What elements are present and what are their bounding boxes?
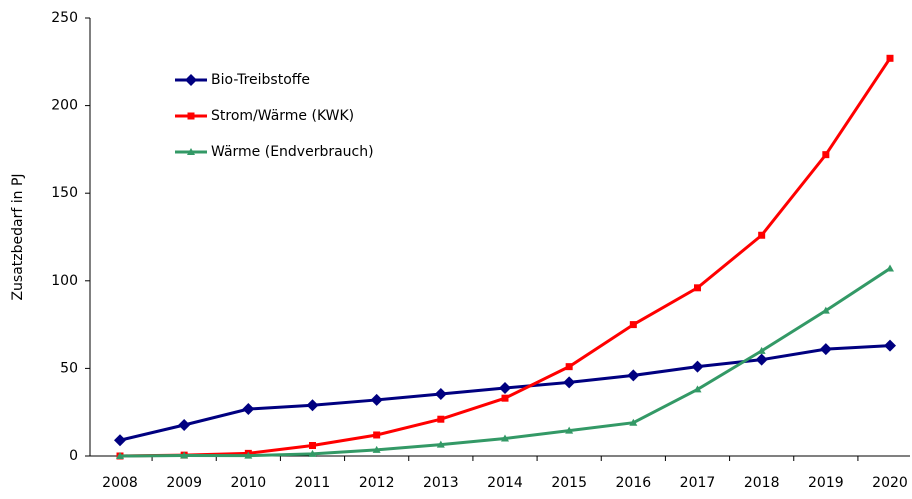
- x-tick-label: 2009: [166, 475, 202, 491]
- data-point: [693, 385, 702, 393]
- y-tick-label: 50: [60, 360, 78, 376]
- x-tick-label: 2020: [872, 475, 908, 491]
- data-point: [691, 360, 704, 373]
- x-tick-label: 2014: [487, 475, 523, 491]
- data-point: [886, 264, 894, 272]
- legend-marker: [187, 112, 195, 120]
- legend-marker: [185, 74, 197, 86]
- data-point: [306, 399, 319, 412]
- y-tick-label: 100: [51, 273, 78, 289]
- data-point: [437, 415, 445, 423]
- data-point: [819, 343, 832, 356]
- legend-label: Strom/Wärme (KWK): [211, 108, 354, 124]
- data-point: [565, 363, 573, 371]
- data-point: [373, 431, 381, 439]
- x-tick-label: 2013: [423, 475, 459, 491]
- data-point: [563, 376, 576, 389]
- data-point: [629, 321, 637, 329]
- y-tick-label: 0: [69, 448, 78, 464]
- data-point: [757, 346, 766, 354]
- data-point: [501, 394, 509, 402]
- y-tick-label: 250: [51, 10, 78, 26]
- data-point: [372, 445, 381, 453]
- data-point: [180, 451, 189, 459]
- data-point: [565, 426, 574, 434]
- data-point: [242, 403, 255, 416]
- data-point: [822, 151, 830, 159]
- data-point: [886, 54, 894, 62]
- x-tick-label: 2015: [551, 475, 587, 491]
- data-point: [499, 382, 511, 395]
- x-tick-label: 2010: [231, 475, 267, 491]
- data-point: [821, 306, 830, 314]
- data-point: [370, 393, 383, 406]
- data-point: [629, 418, 638, 426]
- legend-marker: [187, 148, 195, 155]
- data-point: [309, 441, 316, 449]
- data-point: [694, 284, 701, 292]
- data-point: [178, 418, 191, 431]
- x-tick-label: 2017: [680, 475, 716, 491]
- data-point: [116, 452, 124, 459]
- x-tick-label: 2018: [744, 475, 780, 491]
- data-point: [436, 440, 445, 448]
- legend-label: Bio-Treibstoffe: [211, 72, 310, 88]
- data-point: [627, 369, 640, 382]
- data-point: [308, 449, 317, 457]
- x-tick-label: 2008: [102, 475, 138, 491]
- y-tick-label: 200: [51, 98, 78, 114]
- data-point: [244, 451, 253, 459]
- y-axis-label: Zusatzbedarf in PJ: [10, 173, 26, 300]
- data-point: [758, 231, 766, 239]
- legend-label: Wärme (Endverbrauch): [211, 144, 374, 160]
- x-tick-label: 2012: [359, 475, 395, 491]
- data-point: [434, 387, 447, 400]
- data-point: [884, 339, 896, 352]
- data-point: [114, 434, 126, 447]
- y-tick-label: 150: [51, 185, 78, 201]
- data-point: [755, 353, 768, 366]
- x-tick-label: 2011: [295, 475, 331, 491]
- data-point: [501, 434, 509, 442]
- x-tick-label: 2019: [808, 475, 844, 491]
- x-tick-label: 2016: [616, 475, 652, 491]
- series-line: [119, 267, 891, 458]
